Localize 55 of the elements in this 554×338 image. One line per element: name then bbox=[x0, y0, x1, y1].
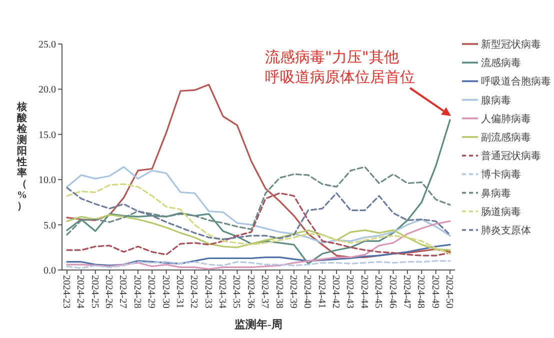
x-tick-label: 2024-50 bbox=[444, 275, 454, 308]
x-tick-label: 2024-46 bbox=[386, 275, 398, 308]
x-tick-label: 2024-35 bbox=[230, 275, 242, 308]
x-tick-label: 2024-32 bbox=[188, 275, 200, 308]
legend-label: 肠道病毒 bbox=[481, 206, 521, 218]
legend-label: 鼻病毒 bbox=[481, 187, 511, 200]
x-tick-label: 2024-28 bbox=[131, 275, 142, 308]
x-tick-label: 2024-49 bbox=[429, 275, 440, 308]
x-tick-label: 2024-36 bbox=[244, 275, 256, 308]
x-tick-label: 2024-27 bbox=[117, 275, 128, 308]
legend-label: 博卡病毒 bbox=[481, 168, 521, 181]
line-series bbox=[66, 244, 451, 266]
x-tick-label: 2024-33 bbox=[202, 275, 214, 308]
x-tick-label: 2024-47 bbox=[400, 275, 412, 308]
x-tick-label: 2024-23 bbox=[60, 275, 72, 308]
x-tick-label: 2024-40 bbox=[302, 275, 313, 308]
legend-label: 普通冠状病毒 bbox=[481, 150, 541, 162]
x-tick-label: 2024-26 bbox=[103, 275, 114, 308]
x-tick-label: 2024-43 bbox=[344, 275, 356, 308]
annotation: 流感病毒"力压"其他呼吸道病原体位居首位 bbox=[265, 48, 415, 86]
legend-label: 呼吸道合胞病毒 bbox=[481, 76, 551, 88]
line-series bbox=[66, 186, 451, 240]
x-tick-label: 2024-31 bbox=[174, 275, 185, 308]
legend-label: 副流感病毒 bbox=[481, 132, 531, 144]
x-tick-label: 2024-44 bbox=[358, 275, 370, 308]
y-tick-label: 5.0 bbox=[44, 220, 56, 232]
legend-label: 流感病毒 bbox=[481, 57, 521, 70]
x-tick-label: 2024-24 bbox=[74, 275, 86, 308]
y-tick-label: 15.0 bbox=[38, 130, 56, 141]
x-tick-label: 2024-41 bbox=[316, 275, 327, 308]
line-series bbox=[66, 260, 451, 269]
y-tick-label: 25.0 bbox=[38, 40, 56, 50]
x-tick-label: 2024-39 bbox=[287, 275, 298, 308]
x-tick-label: 2024-45 bbox=[372, 275, 384, 308]
legend-label: 人偏肺病毒 bbox=[481, 112, 531, 125]
line-series bbox=[66, 220, 451, 270]
legend-label: 腺病毒 bbox=[481, 94, 511, 106]
x-tick-label: 2024-38 bbox=[273, 275, 284, 308]
y-tick-label: 0.0 bbox=[44, 266, 56, 276]
x-tick-label: 2024-34 bbox=[216, 275, 228, 308]
x-tick-label: 2024-42 bbox=[330, 275, 342, 308]
legend-label: 新型冠状病毒 bbox=[481, 38, 541, 50]
x-tick-label: 2024-29 bbox=[146, 275, 157, 308]
x-tick-label: 2024-30 bbox=[160, 275, 171, 308]
x-axis-title: 监测年-周 bbox=[234, 318, 282, 331]
x-tick-label: 2024-37 bbox=[259, 275, 270, 308]
legend-label: 肺炎支原体 bbox=[481, 224, 531, 236]
text: 核酸检测阳性率（%） bbox=[17, 102, 27, 212]
x-tick-label: 2024-48 bbox=[415, 275, 426, 308]
y-tick-label: 10.0 bbox=[38, 175, 56, 186]
line-series bbox=[66, 119, 451, 264]
line-series bbox=[66, 84, 451, 258]
line-series bbox=[66, 214, 451, 251]
y-tick-label: 20.0 bbox=[38, 84, 56, 96]
x-tick-label: 2024-25 bbox=[88, 275, 100, 308]
